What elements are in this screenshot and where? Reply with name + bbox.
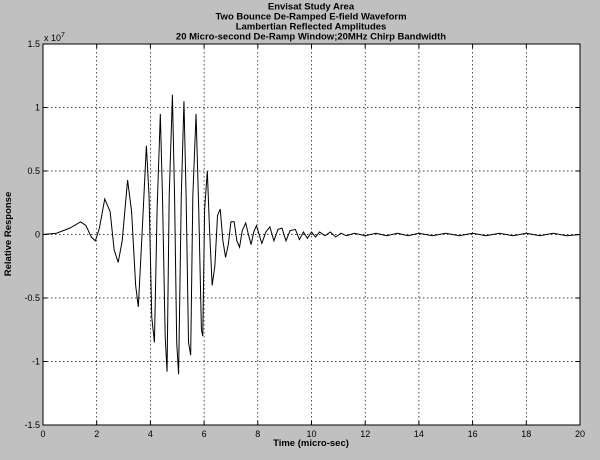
- x-tick-label: 0: [40, 429, 45, 439]
- y-tick-label: 0: [35, 230, 40, 240]
- y-tick-label: -1: [32, 357, 40, 367]
- x-tick-label: 8: [255, 429, 260, 439]
- y-multiplier-exponent: 7: [61, 32, 65, 39]
- x-tick-label: 18: [521, 429, 531, 439]
- title-line-4: 20 Micro-second De-Ramp Window;20MHz Chi…: [176, 32, 446, 43]
- title-line-3: Lambertian Reflected Amplitudes: [236, 22, 387, 33]
- y-tick-label: 1: [35, 103, 40, 113]
- x-tick-label: 10: [306, 429, 316, 439]
- x-tick-labels: 0 2 4 6 8 10 12 14 16 18 20: [40, 429, 585, 439]
- title-line-2: Two Bounce De-Ramped E-field Waveform: [215, 12, 406, 23]
- y-tick-label: 0.5: [27, 166, 40, 176]
- x-tick-label: 12: [360, 429, 370, 439]
- y-axis-label: Relative Response: [3, 192, 14, 276]
- chart-title: Envisat Study Area Two Bounce De-Ramped …: [176, 2, 446, 43]
- y-tick-label: -1.5: [24, 420, 40, 430]
- y-multiplier-base: x 10: [44, 33, 61, 43]
- y-multiplier: x 107: [44, 32, 65, 43]
- x-tick-label: 16: [468, 429, 478, 439]
- x-tick-label: 6: [202, 429, 207, 439]
- y-tick-label: -0.5: [24, 293, 40, 303]
- x-tick-label: 4: [148, 429, 153, 439]
- x-tick-label: 14: [414, 429, 424, 439]
- x-tick-label: 20: [575, 429, 585, 439]
- series-line: [42, 94, 581, 375]
- plot-frame: [42, 43, 581, 426]
- y-tick-labels: 1.5 1 0.5 0 -0.5 -1 -1.5: [24, 39, 40, 430]
- y-tick-label: 1.5: [27, 39, 40, 49]
- x-tick-label: 2: [94, 429, 99, 439]
- title-line-1: Envisat Study Area: [268, 2, 355, 13]
- x-axis-label: Time (micro-sec): [273, 438, 349, 449]
